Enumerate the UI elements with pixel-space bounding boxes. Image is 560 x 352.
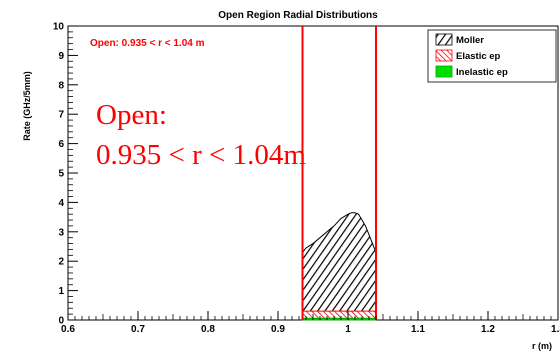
chart-title: Open Region Radial Distributions	[218, 10, 378, 21]
legend-swatch-moller	[435, 33, 453, 46]
x-axis-label: r (m)	[532, 341, 552, 351]
y-tick-label: 5	[58, 169, 64, 180]
y-tick-label: 6	[58, 139, 64, 150]
series-layer	[302, 212, 377, 321]
legend: Moller Elastic ep Inelastic ep	[427, 29, 557, 83]
x-tick-label: 0.8	[201, 324, 215, 335]
y-tick-label: 1	[58, 286, 64, 297]
x-tick-label: 1.3	[551, 324, 560, 335]
x-tick-label: 0.9	[271, 324, 285, 335]
legend-swatch-inelastic	[435, 65, 453, 78]
moller-area	[302, 212, 377, 321]
x-tick-label: 1.2	[481, 324, 495, 335]
y-axis-label: Rate (GHz/5mm)	[22, 71, 32, 141]
y-tick-label: 9	[58, 51, 64, 62]
y-tick-label: 8	[58, 80, 64, 91]
legend-label-elastic: Elastic ep	[456, 51, 501, 62]
y-tick-label: 2	[58, 257, 64, 268]
y-tick-label: 10	[53, 22, 65, 33]
y-tick-label: 3	[58, 227, 64, 238]
legend-swatch-elastic	[435, 49, 453, 62]
legend-label-inelastic: Inelastic ep	[456, 67, 508, 78]
region-layer	[301, 26, 377, 320]
region-annotation-line1: Open:	[96, 99, 167, 131]
axes-layer: 0.6 0.7 0.8 0.9 1 1.1 1.2 1.3 0 1 2 3 4 5 6 7 8 9 10	[53, 22, 560, 336]
region-annotation-line2: 0.935 < r < 1.04m	[96, 139, 306, 171]
y-tick-label: 4	[58, 198, 64, 209]
x-tick-label: 1.1	[411, 324, 425, 335]
legend-label-moller: Moller	[456, 35, 484, 46]
y-tick-label: 0	[58, 316, 64, 327]
x-tick-label: 0.7	[131, 324, 145, 335]
y-tick-label: 7	[58, 110, 64, 121]
x-tick-label: 1	[345, 324, 351, 335]
x-tick-label: 0.6	[61, 324, 75, 335]
region-annotation-small: Open: 0.935 < r < 1.04 m	[90, 38, 205, 49]
inelastic-area	[302, 317, 377, 321]
